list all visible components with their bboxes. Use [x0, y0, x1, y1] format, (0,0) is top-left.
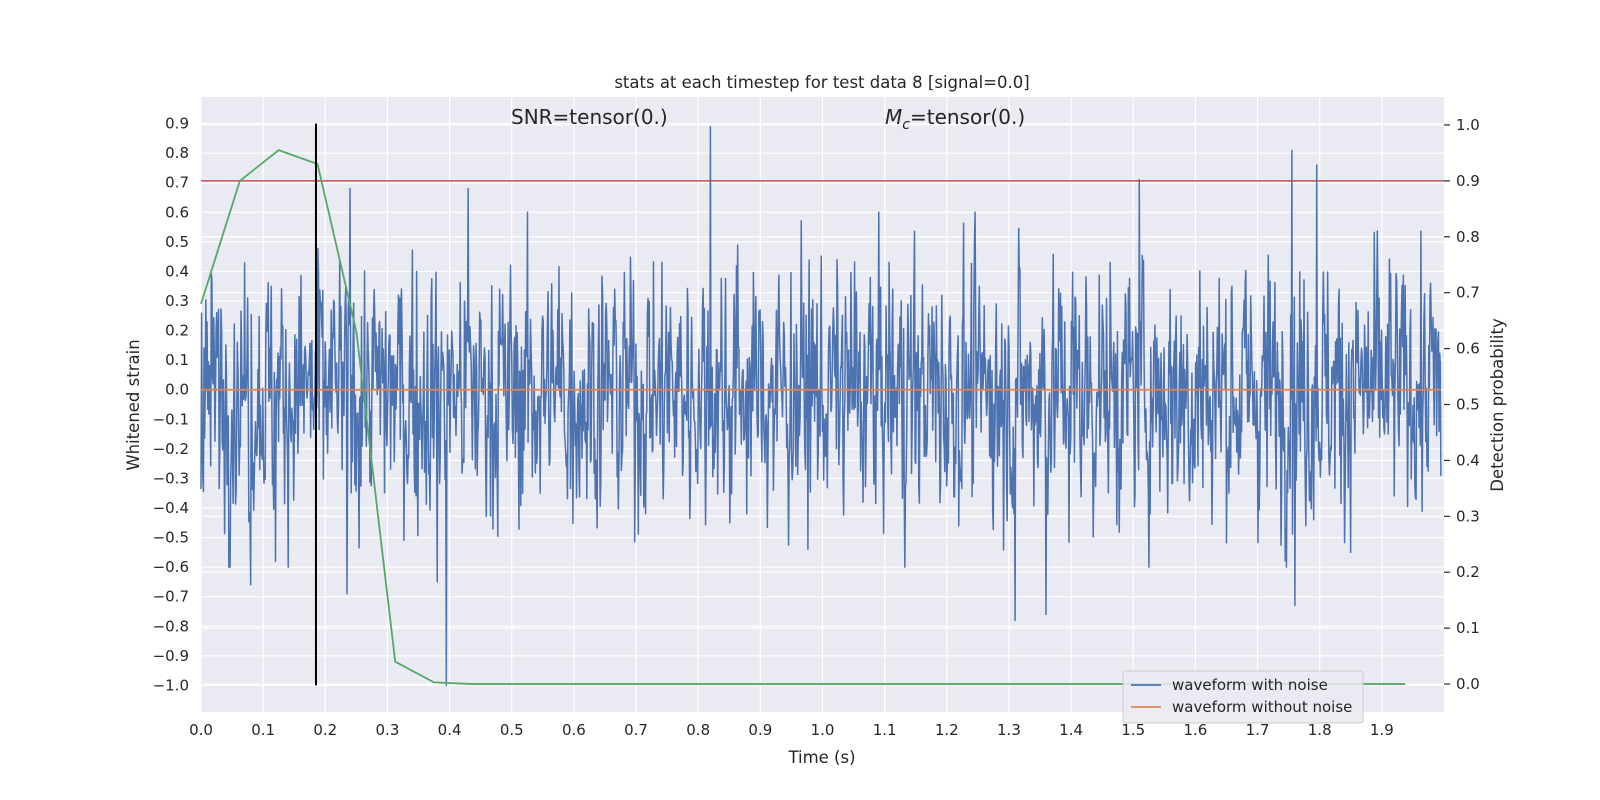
- x-axis-label: Time (s): [787, 748, 855, 767]
- x-tick-label: 0.4: [438, 721, 462, 739]
- y-left-tick-label: 0.1: [165, 351, 189, 369]
- y-left-tick-label: −0.6: [153, 558, 189, 576]
- y-right-tick-label: 0.6: [1456, 340, 1480, 358]
- y-left-tick-label: −1.0: [153, 676, 189, 694]
- plot-area: [200, 123, 1444, 687]
- x-tick-label: 1.1: [873, 721, 897, 739]
- y-left-tick-label: −0.7: [153, 588, 189, 606]
- mc-subscript: c: [902, 117, 910, 133]
- x-tick-label: 0.3: [376, 721, 400, 739]
- y-axis-right-label: Detection probability: [1488, 318, 1507, 492]
- mc-annotation: Mc=tensor(0.): [885, 105, 1025, 133]
- x-tick-label: 0.7: [624, 721, 648, 739]
- x-tick-label: 1.5: [1121, 721, 1145, 739]
- series-detection-probability: [200, 149, 1406, 685]
- x-tick-label: 1.6: [1183, 721, 1207, 739]
- y-left-tick-label: −0.8: [153, 617, 189, 635]
- legend-label-noise: waveform with noise: [1172, 676, 1328, 694]
- y-axis-left: 0.9 0.8 0.7 0.6 0.5 0.4 0.3 0.2 0.1 0.0 −0.1 −0.2 −0…: [153, 115, 189, 695]
- y-right-tick-label: 0.7: [1456, 284, 1480, 302]
- x-tick-label: 1.4: [1059, 721, 1083, 739]
- mc-value: =tensor(0.): [910, 105, 1025, 129]
- y-axis-left-label: Whitened strain: [124, 339, 143, 470]
- x-tick-label: 1.9: [1370, 721, 1394, 739]
- y-right-tick-label: 0.1: [1456, 619, 1480, 637]
- y-left-tick-label: −0.5: [153, 529, 189, 547]
- y-left-tick-label: −0.2: [153, 440, 189, 458]
- legend-box: [1122, 670, 1364, 724]
- legend: waveform with noise waveform without noi…: [1122, 670, 1364, 724]
- x-tick-label: 1.0: [811, 721, 835, 739]
- x-tick-label: 0.1: [251, 721, 275, 739]
- y-left-tick-label: −0.9: [153, 647, 189, 665]
- snr-annotation: SNR=tensor(0.): [511, 105, 668, 129]
- y-left-tick-label: −0.3: [153, 469, 189, 487]
- y-axis-right: 1.0 0.9 0.8 0.7 0.6 0.5 0.4 0.3 0.2 0.1 0.0: [1444, 116, 1480, 693]
- legend-label-clean: waveform without noise: [1172, 698, 1352, 716]
- x-tick-label: 0.8: [686, 721, 710, 739]
- x-tick-label: 1.2: [935, 721, 959, 739]
- x-tick-label: 0.6: [562, 721, 586, 739]
- y-right-tick-label: 0.9: [1456, 172, 1480, 190]
- x-axis: 0.0 0.1 0.2 0.3 0.4 0.5 0.6 0.7 0.8 0.9 1.0 1.1 1.2 1…: [189, 721, 1394, 739]
- series-waveform-with-noise: [200, 125, 1442, 687]
- chart-title: stats at each timestep for test data 8 […: [614, 73, 1029, 92]
- y-left-tick-label: −0.4: [153, 499, 189, 517]
- x-tick-label: 0.5: [500, 721, 524, 739]
- x-tick-label: 0.9: [748, 721, 772, 739]
- x-tick-label: 1.7: [1246, 721, 1270, 739]
- y-right-tick-label: 0.4: [1456, 451, 1480, 469]
- y-left-tick-label: 0.6: [165, 203, 189, 221]
- x-tick-label: 1.3: [997, 721, 1021, 739]
- y-right-tick-label: 0.5: [1456, 396, 1480, 414]
- y-left-tick-label: 0.0: [165, 381, 189, 399]
- y-right-tick-label: 0.3: [1456, 507, 1480, 525]
- y-left-tick-label: 0.2: [165, 322, 189, 340]
- x-tick-label: 0.2: [313, 721, 337, 739]
- y-left-tick-label: 0.3: [165, 292, 189, 310]
- y-left-tick-label: 0.8: [165, 144, 189, 162]
- x-tick-label: 0.0: [189, 721, 213, 739]
- y-left-tick-label: −0.1: [153, 410, 189, 428]
- y-left-tick-label: 0.4: [165, 262, 189, 280]
- x-tick-label: 1.8: [1308, 721, 1332, 739]
- y-right-tick-label: 0.8: [1456, 228, 1480, 246]
- y-right-tick-label: 0.0: [1456, 675, 1480, 693]
- y-left-tick-label: 0.5: [165, 233, 189, 251]
- y-right-tick-label: 1.0: [1456, 116, 1480, 134]
- y-left-tick-label: 0.9: [165, 115, 189, 133]
- mc-symbol: M: [885, 105, 902, 129]
- y-right-tick-label: 0.2: [1456, 563, 1480, 581]
- y-left-tick-label: 0.7: [165, 174, 189, 192]
